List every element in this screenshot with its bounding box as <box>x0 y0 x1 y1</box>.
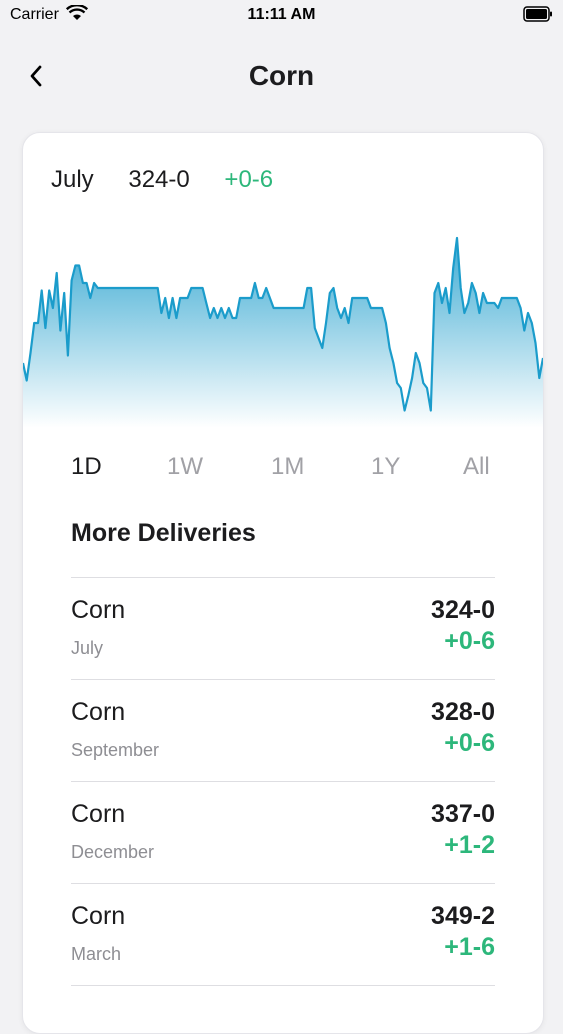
chart-line <box>23 236 543 412</box>
navigation-bar: Corn <box>0 30 563 120</box>
delivery-change: +1-6 <box>444 933 495 961</box>
more-deliveries-title: More Deliveries <box>71 519 256 547</box>
delivery-name: Corn <box>71 800 126 828</box>
delivery-row[interactable]: Corn December 337-0 +1-2 <box>71 781 495 883</box>
price-chart <box>23 236 543 428</box>
quote-price: 324-0 <box>128 166 190 193</box>
delivery-month: December <box>71 842 155 862</box>
delivery-price: 349-2 <box>431 902 495 930</box>
chevron-left-icon[interactable] <box>22 62 50 90</box>
delivery-row[interactable]: Corn March 349-2 +1-6 <box>71 883 495 985</box>
delivery-price: 328-0 <box>431 698 495 726</box>
delivery-price: 324-0 <box>431 596 495 624</box>
price-card: July 324-0 +0-6 1D 1W 1M 1Y All More Del… <box>22 132 544 1034</box>
delivery-price: 337-0 <box>431 800 495 828</box>
range-selector: 1D 1W 1M 1Y All <box>49 453 519 485</box>
delivery-row[interactable]: Corn July 324-0 +0-6 <box>71 577 495 679</box>
range-all[interactable]: All <box>463 453 490 480</box>
range-1d[interactable]: 1D <box>71 453 102 480</box>
delivery-name: Corn <box>71 596 126 624</box>
delivery-row[interactable]: Corn September 328-0 +0-6 <box>71 679 495 781</box>
deliveries-list: Corn July 324-0 +0-6 Corn September 328-… <box>71 577 495 987</box>
delivery-month: July <box>71 638 104 658</box>
quote-change: +0-6 <box>224 166 274 193</box>
status-bar: Carrier 11:11 AM <box>0 0 563 30</box>
range-1m[interactable]: 1M <box>271 453 305 480</box>
status-time: 11:11 AM <box>247 6 316 23</box>
quote-month: July <box>51 166 94 193</box>
carrier-label: Carrier <box>10 6 59 23</box>
delivery-change: +0-6 <box>444 627 495 655</box>
quote-header: July 324-0 +0-6 <box>51 166 301 194</box>
delivery-change: +0-6 <box>444 729 495 757</box>
range-1y[interactable]: 1Y <box>371 453 401 480</box>
chart-area <box>23 238 543 428</box>
delivery-name: Corn <box>71 902 126 930</box>
wifi-icon <box>66 5 88 20</box>
delivery-month: March <box>71 944 122 964</box>
range-1w[interactable]: 1W <box>167 453 203 480</box>
delivery-change: +1-2 <box>444 831 495 859</box>
delivery-name: Corn <box>71 698 126 726</box>
battery-icon <box>523 6 552 22</box>
delivery-month: September <box>71 740 160 760</box>
list-divider <box>71 985 495 987</box>
page-title: Corn <box>248 60 315 91</box>
